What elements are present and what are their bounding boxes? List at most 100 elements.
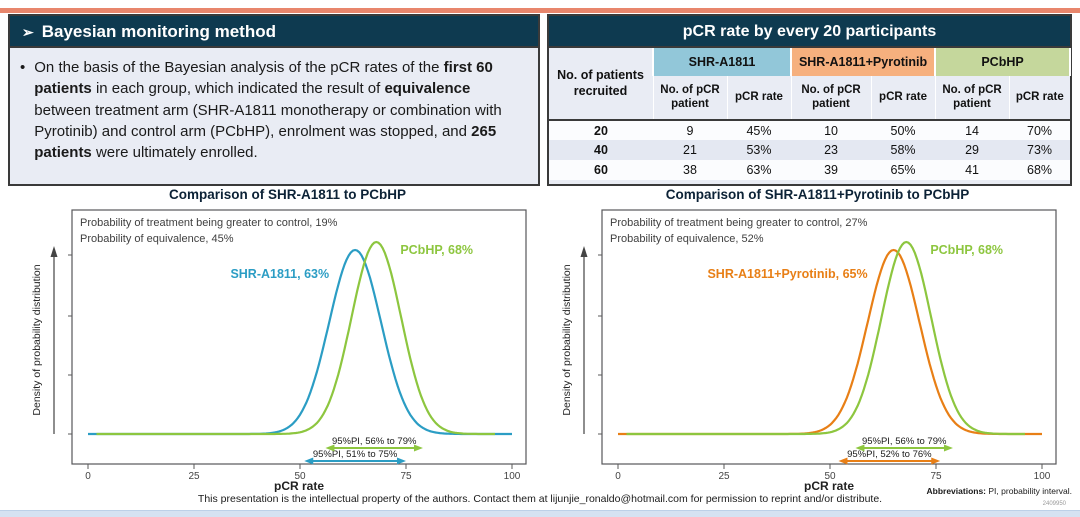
abbreviations-label: Abbreviations: [926, 486, 987, 496]
pi-arrowhead-left [325, 444, 335, 452]
density-curve-PCbHP [626, 240, 1025, 436]
plot-box [601, 209, 1057, 465]
x-tick-label: 50 [824, 471, 836, 482]
chart-annotation: Probability of equivalence, 52% [610, 233, 764, 245]
table-sub-header: pCR rate [726, 76, 792, 120]
bullet-text-segment: On the basis of the Bayesian analysis of… [34, 59, 444, 76]
table-cell: 41 [965, 163, 979, 177]
table-group-header: SHR-A1811 [651, 48, 793, 76]
pcr-table-body: 20 9 45% 10 50% 14 70% 40 21 53% 23 58% 29 73% 60 38 63%… [549, 119, 1071, 180]
table-cell: 58% [890, 143, 916, 157]
panel-body: • On the basis of the Bayesian analysis … [10, 48, 538, 163]
pcr-table-head: No. of patients recruited SHR-A1811 SHR-A1… [549, 48, 1072, 120]
pcr-table: No. of patients recruited SHR-A1811 SHR-A1… [549, 48, 1072, 180]
table-cell: 14 [935, 119, 1010, 140]
x-axis-label: pCR rate [274, 479, 324, 492]
y-axis-label: Density of probability distribution [561, 264, 573, 415]
table-sub-header: No. of pCR patient [790, 76, 872, 120]
pi-arrowhead-right [397, 457, 406, 465]
chart-left-plot: Density of probability distribution 0 25 50… [31, 209, 527, 492]
table-cell: 65% [890, 163, 916, 177]
table-sub-header: pCR rate [870, 76, 936, 120]
bullet-text: On the basis of the Bayesian analysis of… [34, 57, 524, 163]
bullet-text-segment: in each group, which indicated the resul… [91, 80, 385, 98]
x-tick-label: 25 [188, 471, 200, 482]
slide-number: 2409950 [1042, 501, 1066, 507]
chart-right-plot: Density of probability distribution 0 25 50… [561, 209, 1057, 492]
abbreviations-note: Abbreviations: PI, probability interval. [927, 486, 1073, 496]
curve-label-control: PCbHP, 68% [400, 243, 473, 257]
x-tick-label: 50 [294, 471, 306, 482]
table-sub-header: No. of pCR patient [934, 76, 1010, 120]
bayesian-method-panel: ➢ Bayesian monitoring method • On the bas… [8, 14, 540, 186]
footer-note: This presentation is the intellectual pr… [197, 493, 883, 505]
table-sub-header: pCR rate [1008, 76, 1071, 120]
pi-arrowhead-left [304, 457, 314, 465]
bullet-text-segment: were ultimately enrolled. [91, 144, 258, 162]
curve-label-treatment: SHR-A1811, 63% [230, 267, 329, 281]
chart-right-container: Comparison of SHR-A1811+Pyrotinib to PCb… [560, 187, 1075, 492]
table-cell-recruited: 20 [549, 119, 653, 140]
y-axis-arrowhead [50, 246, 58, 257]
table-cell: 21 [683, 143, 697, 157]
x-tick-label: 100 [504, 471, 521, 482]
table-row-header: No. of patients recruited [549, 48, 653, 120]
table-sub-header: No. of pCR patient [652, 76, 727, 120]
table-cell: 39 [824, 163, 838, 177]
chart-annotation: Probability of treatment being greater t… [610, 217, 868, 229]
pi-label: 95%PI, 51% to 75% [313, 449, 398, 460]
table-cell: 29 [965, 143, 979, 157]
x-tick-label: 75 [930, 471, 942, 482]
y-axis-arrowhead [580, 246, 588, 257]
x-tick-label: 25 [718, 471, 730, 482]
pi-arrowhead-right [943, 444, 953, 452]
panel-title: Bayesian monitoring method [41, 22, 276, 41]
table-cell-recruited: 40 [594, 143, 608, 157]
table-title: pCR rate by every 20 participants [549, 16, 1070, 48]
x-tick-label: 75 [400, 471, 412, 482]
table-cell: 38 [683, 163, 697, 177]
pi-label: 95%PI, 56% to 79% [862, 436, 947, 447]
x-axis-label: pCR rate [804, 479, 854, 492]
table-row: 40 21 53% 23 58% 29 73% [549, 140, 1071, 160]
table-cell: 9 [653, 119, 727, 140]
chart-right-title: Comparison of SHR-A1811+Pyrotinib to PCb… [665, 187, 970, 202]
pi-arrowhead-left [855, 444, 865, 452]
table-cell: 70% [1009, 119, 1071, 140]
top-accent-line [0, 8, 1080, 13]
table-cell: 50% [871, 119, 936, 140]
bullet-text-bold: 265 patients [34, 122, 497, 162]
table-cell: 68% [1027, 163, 1053, 177]
bullet-text-bold: equivalence [384, 80, 471, 98]
table-row: 60 38 63% 39 65% 41 68% [549, 160, 1071, 180]
pcr-table-panel: pCR rate by every 20 participants No. of… [547, 14, 1072, 186]
table-cell-recruited: 60 [594, 163, 608, 177]
abbreviations-text: PI, probability interval. [986, 486, 1072, 496]
pi-arrowhead-right [931, 457, 941, 465]
table-group-header: SHR-A1811+Pyrotinib [790, 48, 937, 76]
x-tick-label: 100 [1034, 471, 1051, 482]
table-cell: 23 [824, 143, 838, 157]
table-cell: 45% [727, 119, 792, 140]
panel-header: ➢ Bayesian monitoring method [10, 16, 538, 48]
x-tick-label: 0 [615, 471, 621, 482]
chart-annotation: Probability of treatment being greater t… [80, 217, 338, 229]
pi-label: 95%PI, 56% to 79% [332, 436, 417, 447]
plot-box [71, 209, 527, 465]
chart-annotation: Probability of equivalence, 45% [80, 233, 234, 245]
x-tick-label: 0 [85, 471, 91, 482]
bullet-marker: • [20, 59, 26, 76]
pi-arrowhead-left [838, 457, 848, 465]
arrow-bullet-icon: ➢ [22, 24, 34, 40]
table-row: 20 9 45% 10 50% 14 70% [549, 119, 1071, 140]
chart-left-container: Comparison of SHR-A1811 to PCbHP Density… [30, 187, 545, 492]
y-axis-label: Density of probability distribution [31, 264, 43, 415]
chart-left-title: Comparison of SHR-A1811 to PCbHP [168, 187, 407, 202]
table-cell: 53% [746, 143, 772, 157]
pi-arrowhead-right [413, 444, 423, 452]
curve-label-treatment: SHR-A1811+Pyrotinib, 65% [707, 267, 867, 281]
curve-label-control: PCbHP, 68% [930, 243, 1003, 257]
table-group-header: PCbHP [934, 48, 1072, 76]
bullet-text-bold: first 60 patients [34, 59, 493, 98]
